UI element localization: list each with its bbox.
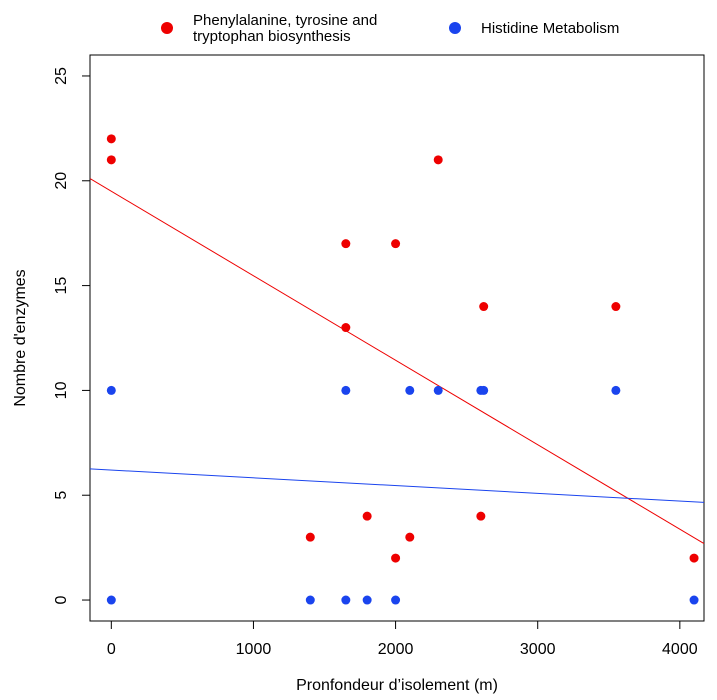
plot-area-frame [89, 54, 705, 622]
regression-line [90, 468, 705, 503]
data-point [391, 239, 401, 249]
x-tick-label: 4000 [662, 641, 698, 658]
y-tick-label: 15 [53, 277, 70, 295]
data-point [305, 595, 315, 605]
data-point [341, 323, 351, 333]
data-point [305, 532, 315, 542]
data-point [391, 595, 401, 605]
legend-marker [449, 22, 461, 34]
regression-line [90, 178, 705, 544]
y-tick-label: 10 [53, 381, 70, 399]
y-tick-label: 0 [53, 595, 70, 604]
x-axis-label: Pronfondeur d’isolement (m) [296, 677, 498, 694]
y-tick-label: 5 [53, 491, 70, 500]
x-tick-label: 1000 [236, 641, 272, 658]
data-point [405, 532, 415, 542]
data-point [362, 595, 372, 605]
data-points [106, 134, 699, 605]
data-point [433, 155, 443, 165]
data-point [479, 302, 489, 312]
data-point [106, 155, 116, 165]
y-axis: 0 5 10 15 20 25 [53, 67, 90, 604]
data-point [106, 134, 116, 144]
data-point [341, 385, 351, 395]
y-tick-label: 25 [53, 67, 70, 85]
y-axis-label: Nombre d'enzymes [12, 269, 29, 406]
data-point [611, 302, 621, 312]
data-point [479, 385, 489, 395]
legend-label: tryptophan biosynthesis [193, 28, 351, 45]
data-point [106, 385, 116, 395]
legend-label: Phenylalanine, tyrosine and [193, 12, 377, 29]
y-tick-label: 20 [53, 172, 70, 190]
data-point [341, 595, 351, 605]
data-point [433, 385, 443, 395]
data-point [611, 385, 621, 395]
x-tick-label: 2000 [378, 641, 414, 658]
data-point [341, 239, 351, 249]
data-point [476, 511, 486, 521]
legend-label: Histidine Metabolism [481, 20, 619, 37]
data-point [405, 385, 415, 395]
data-point [689, 595, 699, 605]
data-point [106, 595, 116, 605]
data-point [391, 553, 401, 563]
x-axis: 0 1000 2000 3000 4000 [107, 621, 698, 658]
x-tick-label: 3000 [520, 641, 556, 658]
regression-lines [90, 178, 705, 544]
data-point [362, 511, 372, 521]
legend-marker [161, 22, 173, 34]
data-point [689, 553, 699, 563]
x-tick-label: 0 [107, 641, 116, 658]
